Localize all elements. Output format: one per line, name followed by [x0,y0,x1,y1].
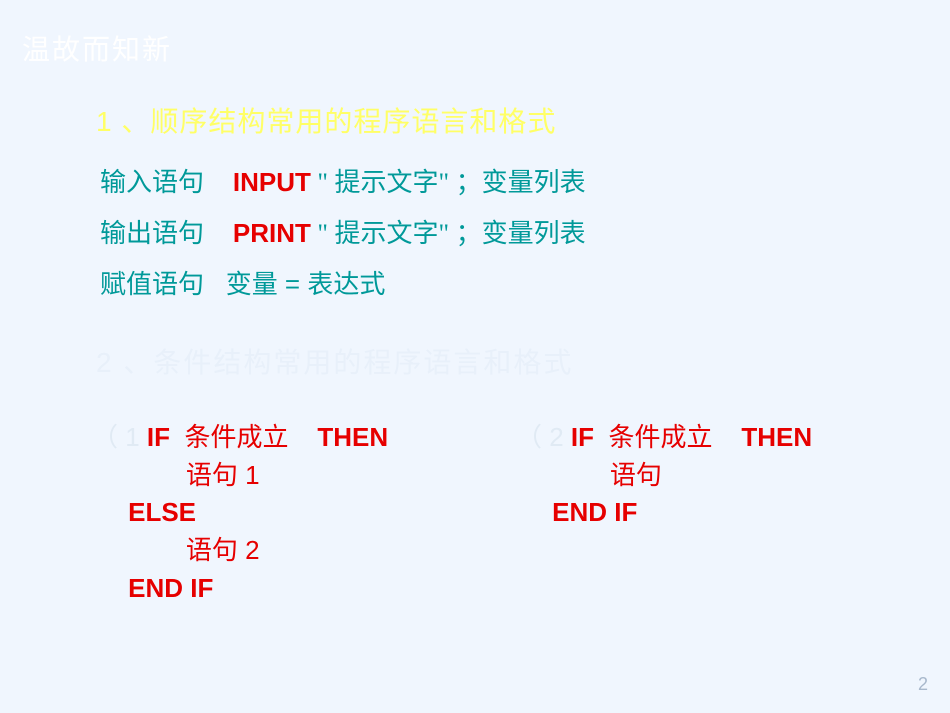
print-tail: 变量列表 [482,218,586,248]
colB-cond: 条件成立 [608,422,712,452]
if-block: （ 2 IF 条件成立 THEN 语句 END IF [516,419,812,532]
colB-label: （ 2 [516,422,571,452]
colB-if: IF [571,422,609,452]
input-quoted: " 提示文字" ； [311,168,482,197]
slide-title: 温故而知新 [22,28,950,68]
print-quoted: " 提示文字" ； [311,219,482,248]
print-statement-row: 输出语句 PRINT " 提示文字" ；变量列表 [100,213,950,250]
print-label: 输出语句 [100,218,204,248]
input-keyword: INPUT [233,167,311,197]
colA-then: THEN [289,422,389,452]
colA-stmt1: 语句 1 [92,457,388,495]
colA-endif: END IF [92,570,388,608]
print-keyword: PRINT [233,218,311,248]
section2-heading: 2 、条件结构常用的程序语言和格式 [96,341,950,381]
colA-label: （ 1 [92,422,147,452]
colA-cond: 条件成立 [184,422,288,452]
page-number: 2 [918,674,928,695]
colA-if: IF [147,422,185,452]
colB-then: THEN [713,422,813,452]
assign-label: 赋值语句 [100,269,204,299]
slide: 温故而知新 1 、顺序结构常用的程序语言和格式 输入语句 INPUT " 提示文… [0,0,950,713]
input-statement-row: 输入语句 INPUT " 提示文字" ；变量列表 [100,162,950,199]
colA-line1: （ 1 IF 条件成立 THEN [92,419,388,457]
input-label: 输入语句 [100,167,204,197]
if-else-block: （ 1 IF 条件成立 THEN 语句 1 ELSE 语句 2 END IF [92,419,388,607]
section1-body: 输入语句 INPUT " 提示文字" ；变量列表 输出语句 PRINT " 提示… [100,162,950,301]
section1-heading: 1 、顺序结构常用的程序语言和格式 [96,100,950,140]
colA-stmt2: 语句 2 [92,532,388,570]
input-tail: 变量列表 [482,167,586,197]
colB-endif: END IF [516,494,812,532]
colB-stmt: 语句 [516,457,812,495]
assign-statement-row: 赋值语句 变量 = 表达式 [100,264,950,301]
colA-else: ELSE [92,494,388,532]
assign-expr: 变量 = 表达式 [226,269,386,299]
colB-line1: （ 2 IF 条件成立 THEN [516,419,812,457]
